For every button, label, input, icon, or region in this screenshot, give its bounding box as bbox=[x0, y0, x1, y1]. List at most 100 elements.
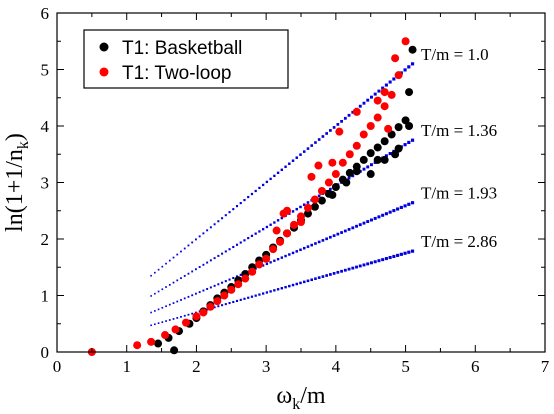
reference-line-dot bbox=[369, 163, 373, 167]
reference-line-dot bbox=[358, 223, 362, 227]
reference-line-dot bbox=[280, 287, 284, 290]
y-tick-label-0: 0 bbox=[41, 343, 50, 362]
reference-line-dot bbox=[239, 273, 242, 276]
reference-line-dot bbox=[358, 264, 362, 268]
tick-layer: 0 1 2 3 4 5 6 7 0 1 2 3 4 5 6 bbox=[41, 4, 550, 376]
data-point bbox=[352, 141, 361, 150]
reference-line-dot bbox=[180, 315, 182, 318]
reference-line-dot bbox=[217, 305, 220, 308]
reference-line-dot bbox=[366, 98, 370, 102]
reference-line-dot bbox=[343, 116, 347, 120]
reference-line-dot bbox=[299, 205, 302, 209]
data-point bbox=[297, 218, 305, 227]
reference-line-dot bbox=[198, 235, 201, 238]
reference-line-dot bbox=[396, 207, 400, 211]
reference-line-dot bbox=[396, 253, 400, 257]
reference-line-dot bbox=[351, 266, 355, 270]
reference-line-dot bbox=[288, 162, 291, 165]
data-point bbox=[373, 155, 382, 164]
reference-line-dot bbox=[288, 284, 291, 288]
reference-line-dot bbox=[329, 273, 332, 276]
data-point bbox=[380, 137, 389, 146]
data-point bbox=[181, 318, 190, 327]
reference-line-dot bbox=[198, 291, 201, 294]
reference-line-dot bbox=[276, 288, 280, 291]
reference-line-dot bbox=[258, 186, 261, 190]
reference-line-dot bbox=[362, 167, 366, 171]
reference-line-dot bbox=[209, 226, 212, 229]
data-point bbox=[352, 167, 361, 176]
reference-line-dot bbox=[198, 266, 201, 268]
reference-line-dot bbox=[340, 231, 343, 234]
data-point bbox=[380, 155, 389, 164]
reference-line-dot bbox=[299, 248, 302, 252]
reference-line-dot bbox=[165, 305, 167, 308]
reference-line-dot bbox=[265, 291, 269, 294]
data-point bbox=[206, 302, 215, 311]
reference-line-dot bbox=[302, 246, 306, 250]
reference-line-dot bbox=[273, 259, 276, 262]
reference-line-dot bbox=[206, 261, 209, 264]
reference-line-dot bbox=[269, 290, 272, 293]
reference-line-dot bbox=[165, 320, 167, 322]
data-point bbox=[387, 90, 396, 99]
reference-line-dot bbox=[332, 126, 336, 129]
reference-line-dot bbox=[384, 257, 388, 261]
reference-line-dot bbox=[403, 204, 407, 208]
reference-line-dot bbox=[381, 213, 385, 217]
data-point bbox=[317, 186, 326, 195]
x-tick-label-4: 4 bbox=[332, 357, 341, 376]
reference-line-dot bbox=[340, 269, 343, 273]
reference-line-dot bbox=[410, 62, 415, 66]
reference-line-dot bbox=[239, 202, 242, 205]
reference-line-dot bbox=[388, 80, 392, 84]
reference-line-dot bbox=[187, 272, 190, 275]
reference-line-dot bbox=[388, 210, 392, 214]
legend-label-basketball: T1: Basketball bbox=[122, 38, 242, 59]
reference-line-dot bbox=[183, 297, 186, 300]
data-point bbox=[272, 226, 281, 235]
reference-line-dot bbox=[358, 104, 362, 108]
reference-line-dot bbox=[392, 209, 396, 213]
reference-line-dot bbox=[381, 258, 385, 262]
data-point bbox=[359, 130, 368, 139]
reference-line-dot bbox=[284, 285, 287, 289]
reference-line-dot bbox=[154, 323, 156, 326]
reference-line-dot bbox=[347, 267, 351, 271]
reference-line-dot bbox=[194, 238, 197, 241]
reference-line-dot bbox=[347, 227, 351, 231]
reference-line-dot bbox=[392, 254, 396, 258]
data-point bbox=[171, 325, 180, 334]
data-point bbox=[331, 170, 340, 179]
reference-line-dot bbox=[403, 68, 407, 72]
reference-line-dot bbox=[194, 292, 197, 295]
reference-line-dot bbox=[217, 220, 220, 223]
reference-line-dot bbox=[299, 281, 302, 285]
reference-line-dot bbox=[377, 259, 381, 263]
plot-layer: T/m = 1.0 T/m = 1.36 T/m = 1.93 T/m = 2.86 bbox=[87, 37, 497, 356]
data-point bbox=[328, 190, 337, 199]
reference-line-dot bbox=[206, 229, 209, 232]
reference-line-dot bbox=[369, 261, 373, 265]
reference-line-dot bbox=[228, 302, 231, 305]
reference-line-dot bbox=[224, 250, 227, 253]
reference-line-dot bbox=[243, 297, 246, 300]
data-point bbox=[314, 161, 323, 170]
reference-line-dot bbox=[366, 220, 370, 224]
reference-line-dot bbox=[291, 210, 295, 213]
reference-line-dot bbox=[329, 187, 332, 191]
data-point bbox=[276, 237, 285, 246]
reference-line-dot bbox=[295, 156, 299, 159]
reference-line-dot bbox=[172, 302, 175, 304]
reference-line-dot bbox=[165, 262, 167, 265]
data-point bbox=[373, 143, 382, 152]
reference-line-dot bbox=[273, 174, 276, 178]
reference-line-dot bbox=[291, 159, 295, 162]
reference-line-dot bbox=[351, 226, 355, 230]
reference-line-dot bbox=[332, 234, 336, 238]
reference-line-dot bbox=[176, 253, 179, 256]
reference-line-dot bbox=[325, 274, 328, 277]
reference-line-dot bbox=[403, 143, 407, 147]
data-point bbox=[391, 150, 400, 159]
